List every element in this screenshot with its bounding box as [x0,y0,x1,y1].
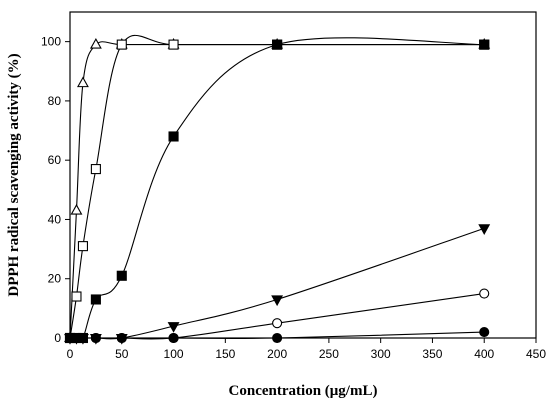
data-point-series-2 [71,291,82,302]
y-axis-ticks: 0 20 40 60 80 100 [41,35,70,345]
y-tick-label: 60 [48,153,62,167]
data-point-series-5 [272,318,283,329]
x-tick-label: 250 [319,347,339,361]
plot-frame [69,11,537,339]
data-point-series-6 [77,332,88,344]
y-tick-label: 80 [48,94,62,108]
data-point-series-3 [272,39,283,50]
x-tick-label: 350 [422,347,442,361]
x-tick-label: 400 [474,347,494,361]
data-point-series-4 [271,295,284,307]
data-point-series-6 [479,327,490,338]
data-point-series-3 [116,270,127,281]
data-point-series-3 [479,39,490,50]
data-point-series-2 [116,39,127,50]
y-axis-title: DPPH radical scavenging activity (%) [6,53,22,296]
data-point-series-1 [89,37,102,49]
x-tick-label: 0 [67,347,74,361]
y-tick-label: 40 [48,212,62,226]
data-point-series-2 [168,39,179,50]
data-point-series-3 [90,294,101,305]
y-tick-label: 100 [41,35,61,49]
data-point-series-5 [479,288,490,299]
x-tick-label: 300 [371,347,391,361]
data-point-series-2 [77,241,88,252]
data-point-series-1 [70,203,83,215]
x-tick-label: 100 [164,347,184,361]
data-point-series-4 [167,322,180,333]
data-point-series-4 [478,224,491,235]
data-point-series-3 [168,131,179,142]
series-curves [69,34,485,342]
data-point-series-1 [77,76,89,88]
series-markers [64,37,491,345]
x-tick-label: 200 [267,347,287,361]
x-tick-label: 150 [215,347,235,361]
x-axis-ticks: 0 50 100 150 200 250 300 350 400 450 [67,338,546,361]
x-tick-label: 50 [115,347,129,361]
x-tick-label: 450 [526,347,546,361]
y-tick-label: 0 [54,331,61,345]
series-line-1 [69,41,485,339]
series-line-2 [69,34,485,339]
series-line-3 [69,37,485,342]
data-point-series-2 [90,164,101,175]
x-axis-title: Concentration (μg/mL) [229,383,378,399]
y-tick-label: 20 [48,272,62,286]
data-point-series-6 [90,332,101,344]
